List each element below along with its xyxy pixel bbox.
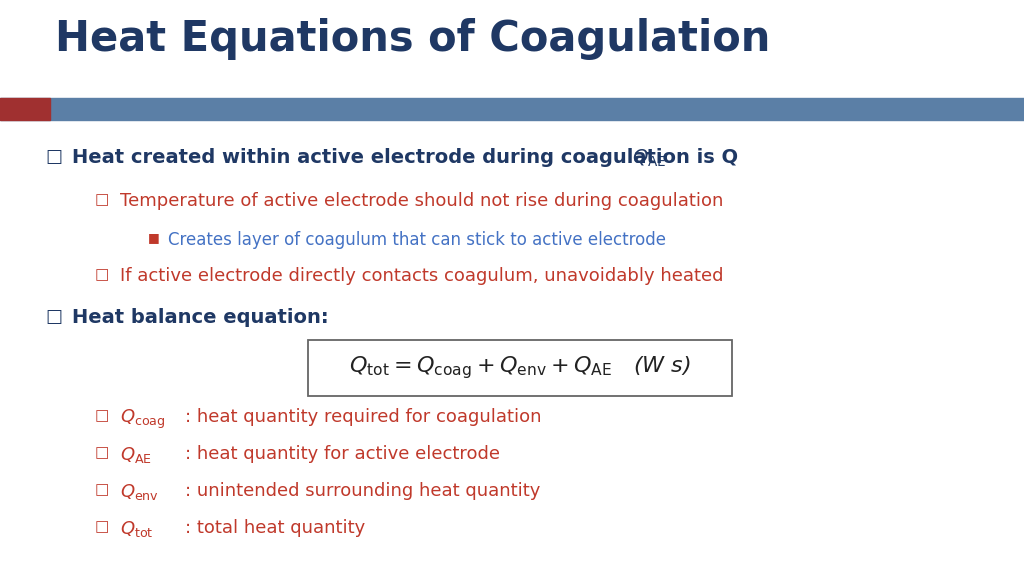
Text: $Q_{\mathrm{AE}}$: $Q_{\mathrm{AE}}$ [632,148,667,169]
Text: □: □ [45,308,62,326]
Text: Heat Equations of Coagulation: Heat Equations of Coagulation [55,18,770,60]
Text: □: □ [95,267,110,282]
FancyBboxPatch shape [308,340,732,396]
Text: ■: ■ [148,231,160,244]
Text: $Q_{\mathrm{tot}} = Q_{\mathrm{coag}} + Q_{\mathrm{env}} + Q_{\mathrm{AE}}$   (W: $Q_{\mathrm{tot}} = Q_{\mathrm{coag}} + … [349,355,691,381]
Text: □: □ [95,519,110,534]
Text: □: □ [95,482,110,497]
Text: Heat created within active electrode during coagulation is Q: Heat created within active electrode dur… [72,148,738,167]
Bar [0,98,1024,120]
Bar [0,98,50,120]
Text: Creates layer of coagulum that can stick to active electrode: Creates layer of coagulum that can stick… [168,231,666,249]
Text: : unintended surrounding heat quantity: : unintended surrounding heat quantity [185,482,541,500]
Text: Heat balance equation:: Heat balance equation: [72,308,329,327]
Text: Temperature of active electrode should not rise during coagulation: Temperature of active electrode should n… [120,192,723,210]
Text: $Q_{\mathrm{coag}}$: $Q_{\mathrm{coag}}$ [120,408,166,431]
Text: □: □ [95,445,110,460]
Text: : total heat quantity: : total heat quantity [185,519,366,537]
Text: : heat quantity for active electrode: : heat quantity for active electrode [185,445,500,463]
Text: □: □ [45,148,62,166]
Text: □: □ [95,408,110,423]
Text: $Q_{\mathrm{tot}}$: $Q_{\mathrm{tot}}$ [120,519,154,539]
Text: $Q_{\mathrm{AE}}$: $Q_{\mathrm{AE}}$ [120,445,152,465]
Text: If active electrode directly contacts coagulum, unavoidably heated: If active electrode directly contacts co… [120,267,724,285]
Text: $Q_{\mathrm{env}}$: $Q_{\mathrm{env}}$ [120,482,159,502]
Text: : heat quantity required for coagulation: : heat quantity required for coagulation [185,408,542,426]
Text: □: □ [95,192,110,207]
